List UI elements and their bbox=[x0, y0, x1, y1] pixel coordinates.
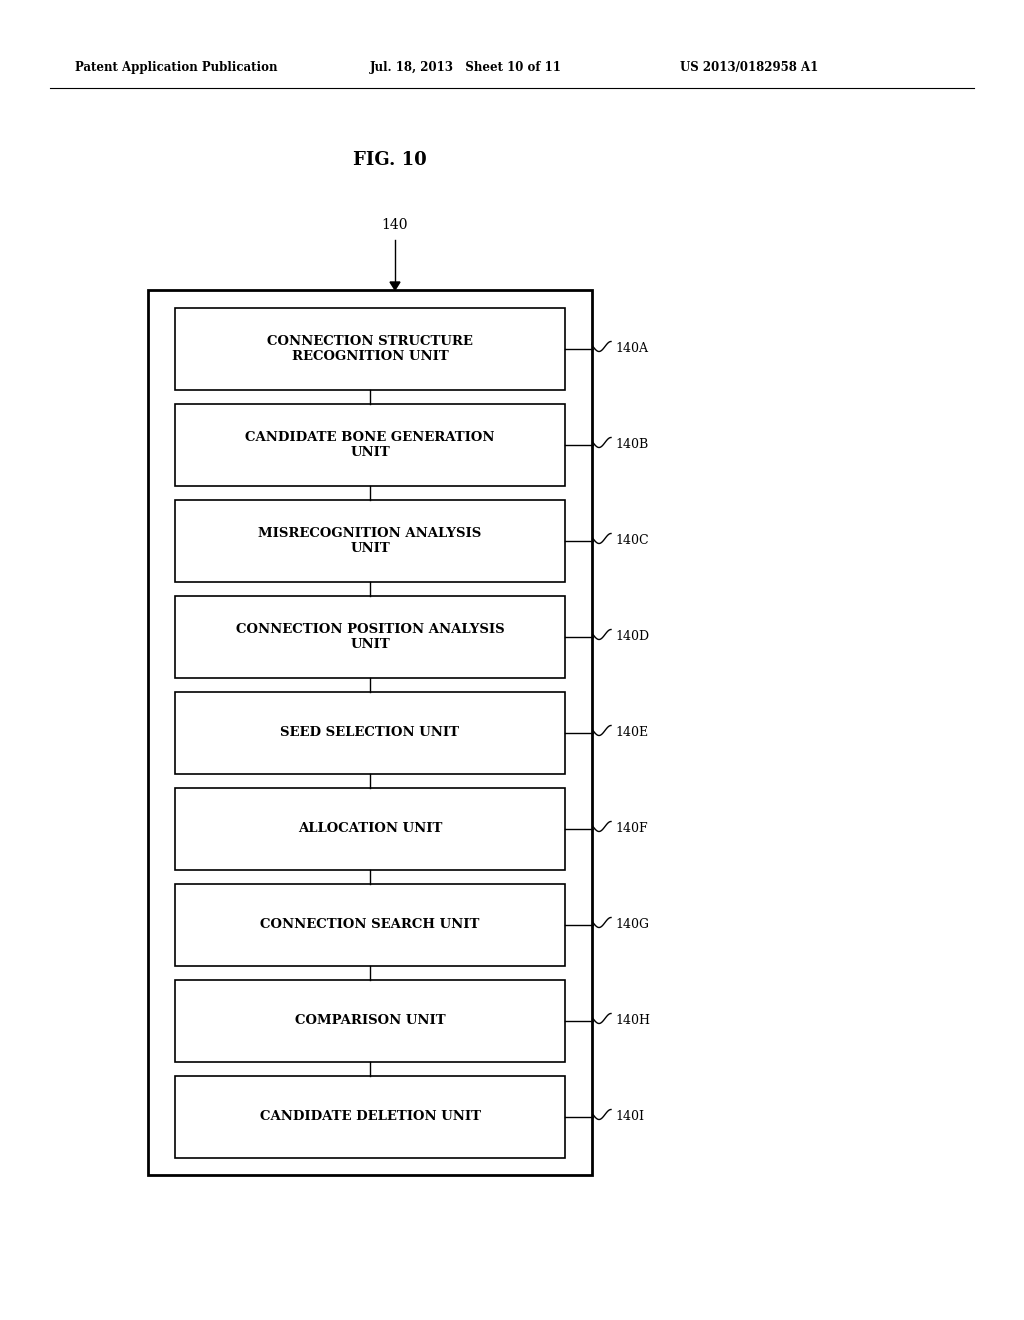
Bar bbox=[175, 692, 565, 774]
Text: 140H: 140H bbox=[615, 1015, 650, 1027]
Text: 140: 140 bbox=[382, 218, 409, 232]
Polygon shape bbox=[390, 282, 400, 290]
Text: CONNECTION POSITION ANALYSIS
UNIT: CONNECTION POSITION ANALYSIS UNIT bbox=[236, 623, 504, 651]
Bar bbox=[175, 500, 565, 582]
Bar bbox=[148, 290, 592, 1175]
Text: MISRECOGNITION ANALYSIS
UNIT: MISRECOGNITION ANALYSIS UNIT bbox=[258, 527, 481, 554]
Text: Jul. 18, 2013   Sheet 10 of 11: Jul. 18, 2013 Sheet 10 of 11 bbox=[370, 62, 562, 74]
Text: 140A: 140A bbox=[615, 342, 648, 355]
Text: CANDIDATE DELETION UNIT: CANDIDATE DELETION UNIT bbox=[259, 1110, 480, 1123]
Text: 140E: 140E bbox=[615, 726, 648, 739]
Text: CANDIDATE BONE GENERATION
UNIT: CANDIDATE BONE GENERATION UNIT bbox=[246, 432, 495, 459]
Text: FIG. 10: FIG. 10 bbox=[353, 150, 427, 169]
Text: ALLOCATION UNIT: ALLOCATION UNIT bbox=[298, 822, 442, 836]
Text: 140C: 140C bbox=[615, 535, 648, 548]
Bar bbox=[175, 979, 565, 1063]
Text: 140B: 140B bbox=[615, 438, 648, 451]
Text: 140G: 140G bbox=[615, 919, 649, 932]
Text: US 2013/0182958 A1: US 2013/0182958 A1 bbox=[680, 62, 818, 74]
Text: 140D: 140D bbox=[615, 631, 649, 644]
Bar bbox=[175, 1076, 565, 1158]
Text: Patent Application Publication: Patent Application Publication bbox=[75, 62, 278, 74]
Bar bbox=[175, 308, 565, 389]
Text: COMPARISON UNIT: COMPARISON UNIT bbox=[295, 1015, 445, 1027]
Text: 140F: 140F bbox=[615, 822, 647, 836]
Bar bbox=[175, 404, 565, 486]
Text: CONNECTION SEARCH UNIT: CONNECTION SEARCH UNIT bbox=[260, 919, 479, 932]
Bar bbox=[175, 788, 565, 870]
Bar bbox=[175, 597, 565, 678]
Text: SEED SELECTION UNIT: SEED SELECTION UNIT bbox=[281, 726, 460, 739]
Text: 140I: 140I bbox=[615, 1110, 644, 1123]
Bar bbox=[175, 884, 565, 966]
Text: CONNECTION STRUCTURE
RECOGNITION UNIT: CONNECTION STRUCTURE RECOGNITION UNIT bbox=[267, 335, 473, 363]
